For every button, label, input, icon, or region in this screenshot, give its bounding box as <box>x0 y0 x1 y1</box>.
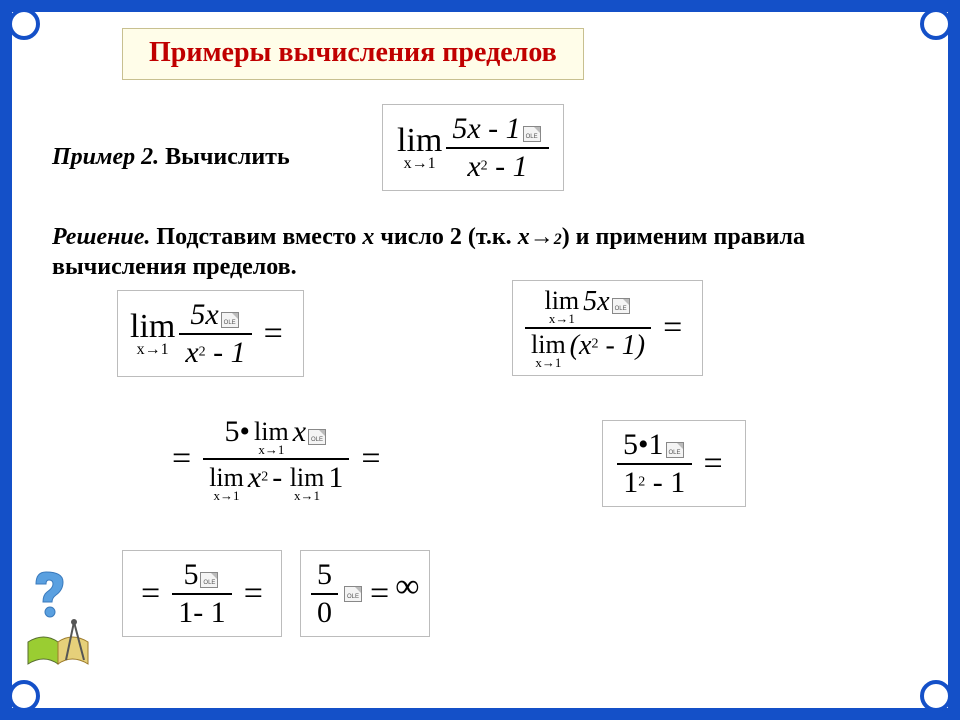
ole-icon <box>612 298 630 314</box>
ole-icon <box>200 572 218 588</box>
expr2-box: lim x→1 5x x2 - 1 = <box>117 290 304 377</box>
expr5-box: 5•1 12 - 1 = <box>602 420 746 507</box>
title-box: Примеры вычисления пределов <box>122 28 584 80</box>
corner-tr <box>918 6 954 42</box>
ole-icon <box>221 312 239 328</box>
expr4-box: = 5• limx→1 x limx→1 x2 - limx→1 1 = <box>152 410 401 508</box>
expr5-frac: 5•1 12 - 1 <box>617 427 692 500</box>
ole-icon <box>666 442 684 458</box>
example-verb: Вычислить <box>159 144 290 170</box>
expr3-box: limx→1 5x limx→1 (x2 - 1) = <box>512 280 703 376</box>
corner-tl <box>6 6 42 42</box>
expr1-box: lim x→1 5x - 1 x2 - 1 <box>382 104 564 191</box>
example-num: Пример 2. <box>52 144 159 170</box>
expr4-frac: 5• limx→1 x limx→1 x2 - limx→1 1 <box>203 414 349 504</box>
ole-icon <box>344 586 362 602</box>
ole-icon <box>308 429 326 445</box>
solution-text: Решение. Подставим вместо х число 2 (т.к… <box>52 222 912 282</box>
expr1-frac: 5x - 1 x2 - 1 <box>446 111 548 184</box>
title-text: Примеры вычисления пределов <box>149 37 557 68</box>
example-label: Пример 2. Вычислить <box>52 142 290 172</box>
corner-bl <box>6 678 42 714</box>
slide-frame: Примеры вычисления пределов Пример 2. Вы… <box>0 0 960 720</box>
expr6b-box: 5 0 = ∞ <box>300 550 430 637</box>
expr2-lim: lim x→1 <box>130 310 175 358</box>
expr2-frac: 5x x2 - 1 <box>179 297 251 370</box>
expr1-lim: lim x→1 <box>397 124 442 172</box>
corner-br <box>918 678 954 714</box>
ole-icon <box>523 126 541 142</box>
expr3-frac: limx→1 5x limx→1 (x2 - 1) <box>525 285 651 371</box>
expr6a-box: = 5 1- 1 = <box>122 550 282 637</box>
help-book-compass-icon <box>24 560 94 670</box>
